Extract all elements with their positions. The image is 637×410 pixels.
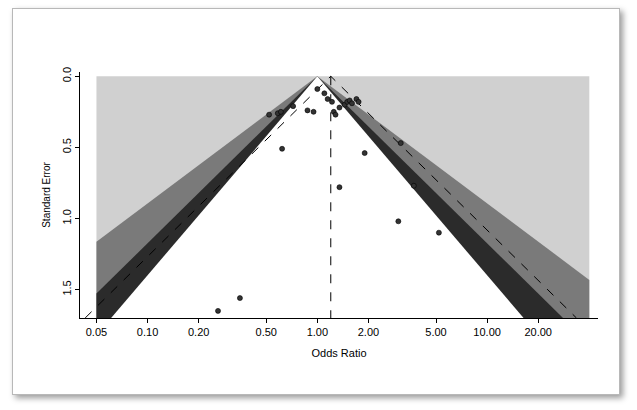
svg-text:0.20: 0.20 bbox=[188, 326, 209, 338]
svg-text:1.0: 1.0 bbox=[61, 209, 73, 224]
svg-text:Standard Error: Standard Error bbox=[41, 162, 52, 228]
svg-text:0.10: 0.10 bbox=[137, 326, 158, 338]
svg-text:0.5: 0.5 bbox=[61, 138, 73, 153]
svg-text:0.05: 0.05 bbox=[86, 326, 107, 338]
svg-text:0.50: 0.50 bbox=[256, 326, 277, 338]
svg-text:0.0: 0.0 bbox=[61, 67, 73, 82]
svg-text:10.00: 10.00 bbox=[473, 326, 501, 338]
svg-text:5.00: 5.00 bbox=[425, 326, 446, 338]
svg-text:Odds Ratio: Odds Ratio bbox=[311, 347, 366, 359]
svg-text:1.00: 1.00 bbox=[307, 326, 328, 338]
svg-text:1.5: 1.5 bbox=[61, 280, 73, 295]
svg-text:2.00: 2.00 bbox=[358, 326, 379, 338]
svg-text:20.00: 20.00 bbox=[524, 326, 552, 338]
